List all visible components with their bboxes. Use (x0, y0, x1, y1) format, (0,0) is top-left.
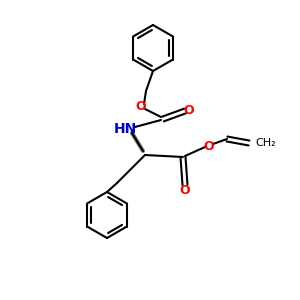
Text: O: O (136, 100, 146, 113)
Text: CH₂: CH₂ (255, 138, 276, 148)
Text: O: O (180, 184, 190, 196)
Text: O: O (204, 140, 214, 154)
Text: O: O (184, 104, 194, 118)
Text: HN: HN (113, 122, 136, 136)
